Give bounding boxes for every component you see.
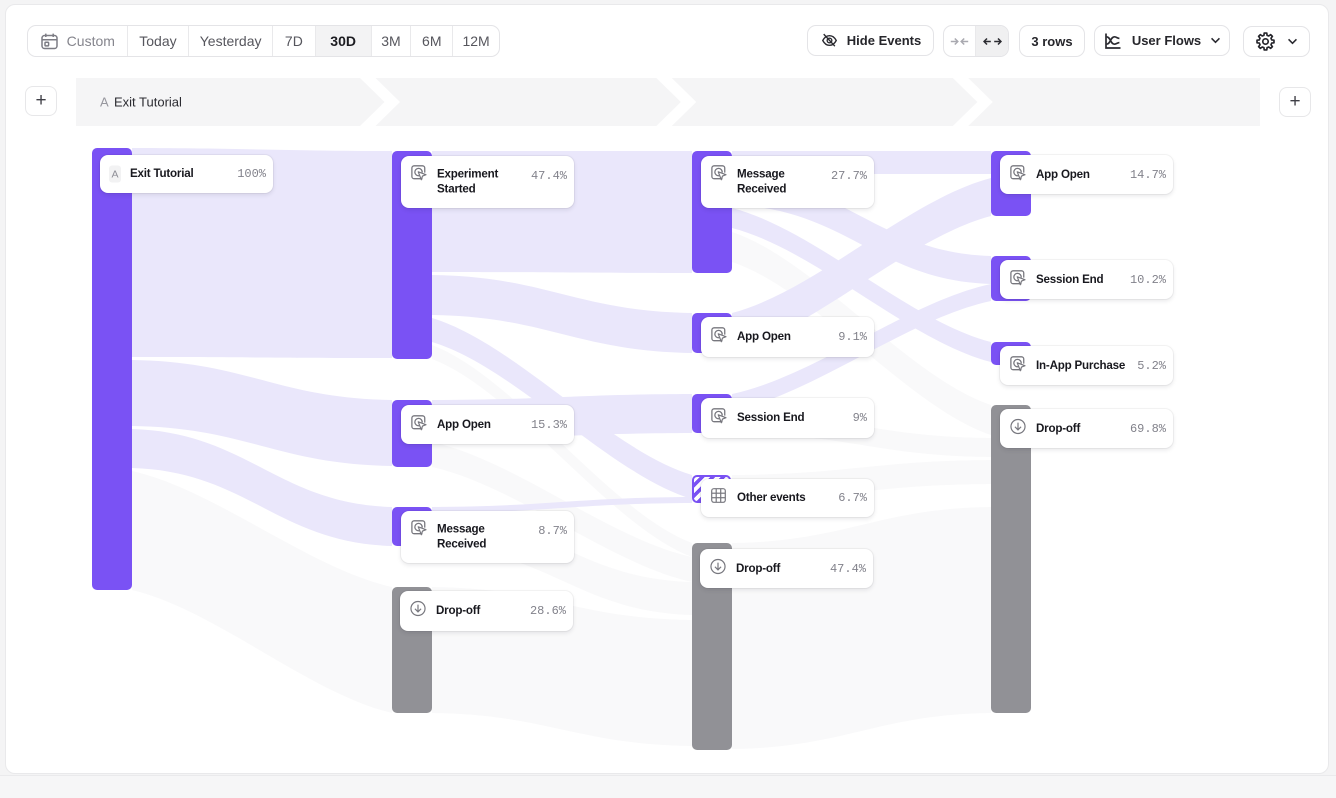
svg-text:Exit Tutorial: Exit Tutorial [114,95,182,110]
svg-text:A: A [100,95,109,110]
